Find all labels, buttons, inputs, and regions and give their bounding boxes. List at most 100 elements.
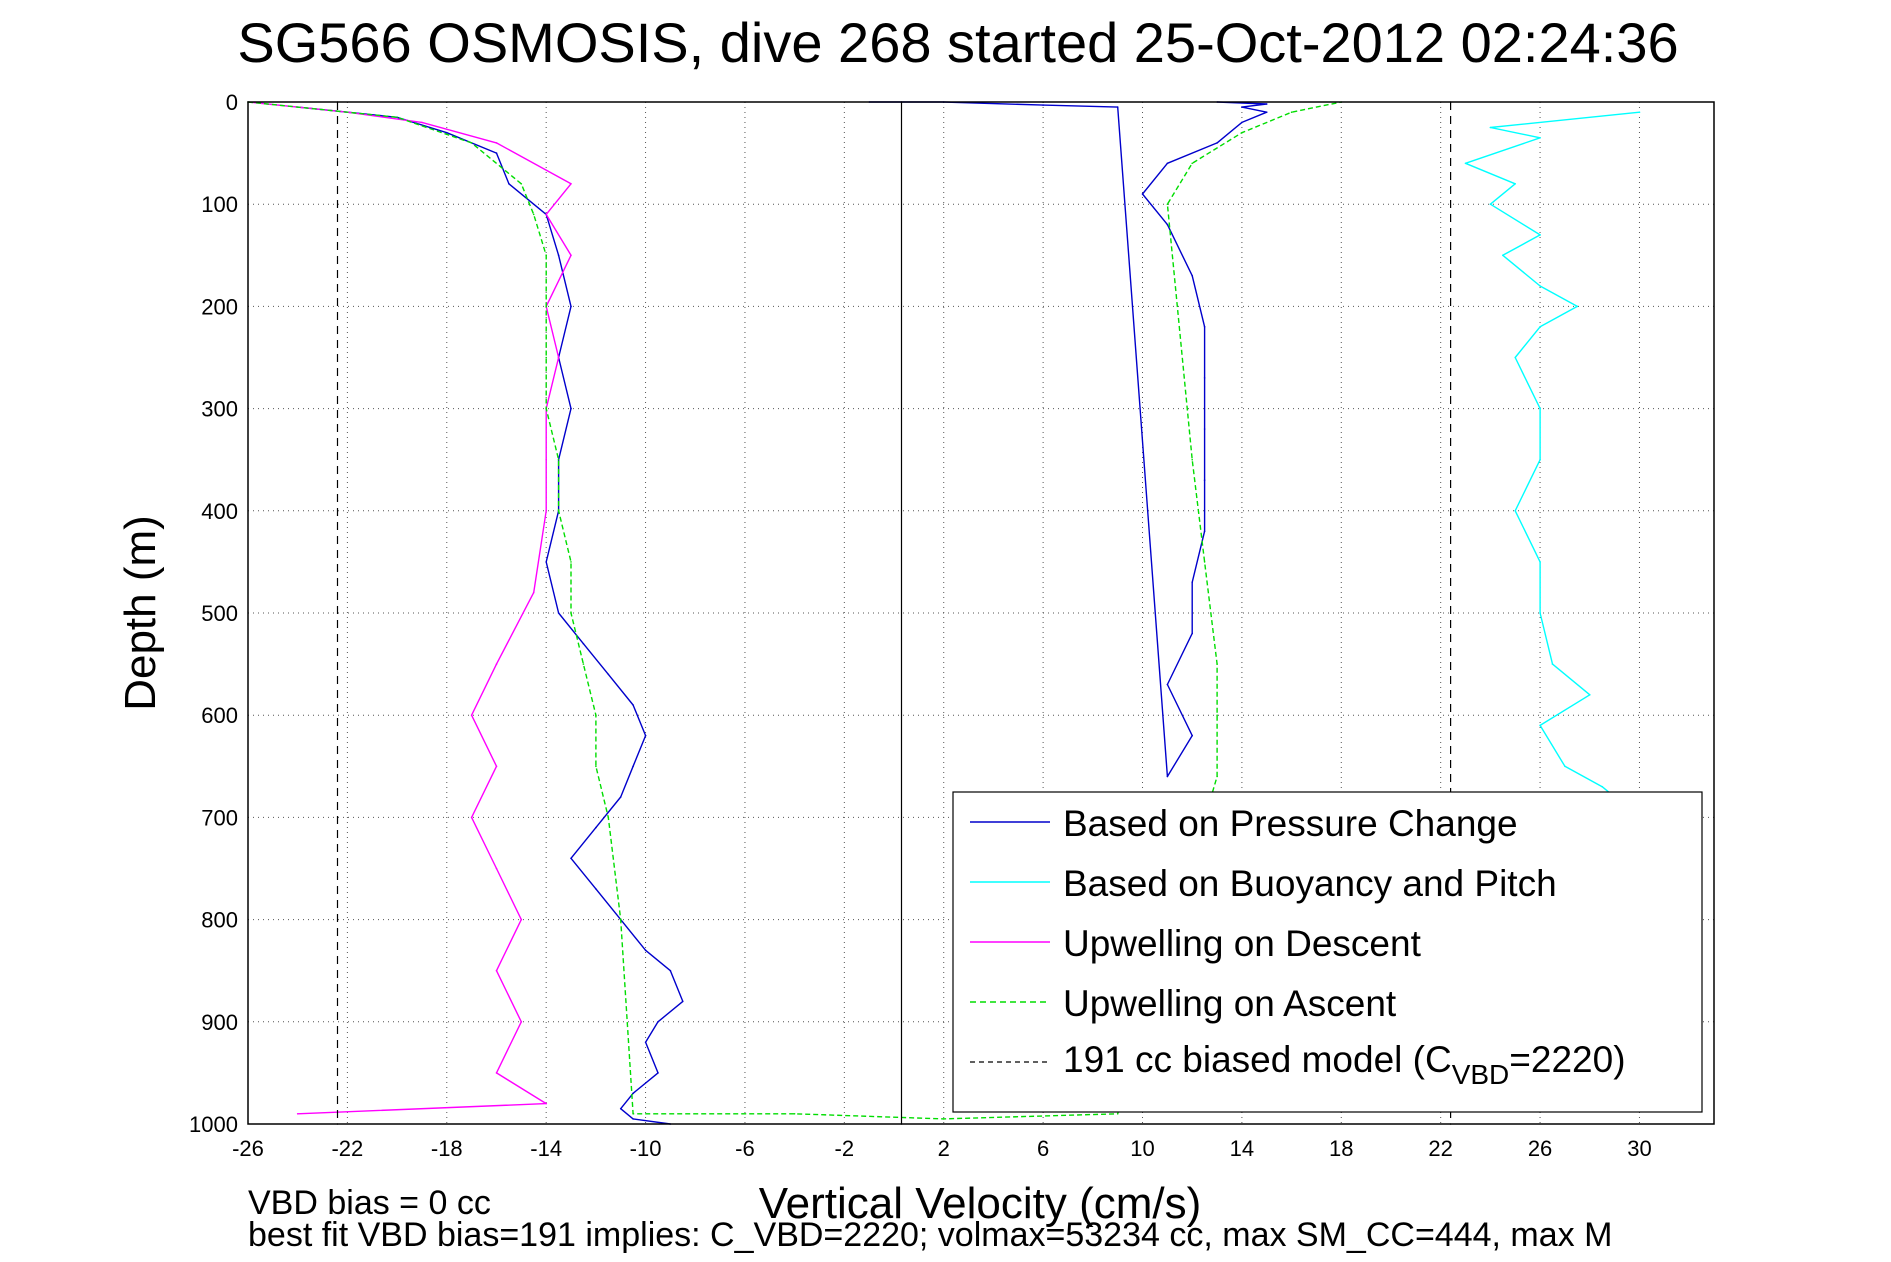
- x-tick-label: 18: [1329, 1136, 1353, 1161]
- data-point-upwelling-on-ascent: [595, 714, 597, 716]
- data-point-upwelling-on-descent: [470, 714, 473, 716]
- data-point-based-on-pressure-change: [1241, 121, 1243, 124]
- series-line-upwelling-on-ascent: [247, 101, 1342, 1120]
- data-point-based-on-buoyancy-and-pitch: [1539, 407, 1541, 410]
- x-axis-label: Vertical Velocity (cm/s): [759, 1179, 1202, 1228]
- data-point-based-on-buoyancy-and-pitch: [1514, 510, 1516, 512]
- data-point-upwelling-on-descent: [570, 183, 572, 185]
- data-point-based-on-buoyancy-and-pitch: [1638, 111, 1641, 113]
- vbd-bias-note: VBD bias = 0 cc: [248, 1184, 491, 1222]
- series-line-based-on-pressure-change: [297, 106, 684, 1125]
- data-point-upwelling-on-ascent: [545, 254, 547, 257]
- x-tick-label: 2: [938, 1136, 950, 1161]
- data-point-based-on-pressure-change: [1203, 377, 1206, 379]
- data-point-based-on-pressure-change: [1191, 734, 1193, 737]
- data-point-based-on-buoyancy-and-pitch: [1576, 305, 1579, 308]
- x-tick-label: -26: [232, 1136, 264, 1161]
- data-point-based-on-pressure-change: [657, 1072, 659, 1074]
- data-point-based-on-buoyancy-and-pitch: [1539, 724, 1541, 727]
- data-point-upwelling-on-ascent: [607, 816, 610, 819]
- data-point-upwelling-on-descent: [495, 663, 498, 665]
- legend-label-pressure: Based on Pressure Change: [1063, 803, 1518, 844]
- data-point-based-on-pressure-change: [644, 1041, 647, 1043]
- data-point-based-on-pressure-change: [1216, 142, 1218, 144]
- best-fit-note: best fit VBD bias=191 implies: C_VBD=222…: [248, 1216, 1612, 1254]
- data-point-based-on-pressure-change: [607, 673, 610, 676]
- data-point-upwelling-on-descent: [470, 816, 473, 819]
- y-tick-label: 200: [201, 294, 238, 319]
- x-tick-label: -2: [835, 1136, 855, 1161]
- data-point-based-on-buoyancy-and-pitch: [1539, 234, 1541, 236]
- x-tick-label: -18: [431, 1136, 463, 1161]
- data-point-upwelling-on-ascent: [1166, 203, 1169, 205]
- data-point-based-on-pressure-change: [1265, 103, 1268, 105]
- data-point-upwelling-on-descent: [495, 765, 498, 768]
- x-tick-label: 10: [1130, 1136, 1154, 1161]
- y-tick-label: 700: [201, 805, 238, 830]
- legend-label-ascent: Upwelling on Ascent: [1063, 983, 1397, 1024]
- y-tick-label: 500: [201, 601, 238, 626]
- x-tick-label: 22: [1428, 1136, 1452, 1161]
- data-point-upwelling-on-descent: [545, 1102, 547, 1105]
- x-tick-label: 26: [1528, 1136, 1552, 1161]
- data-point-based-on-pressure-change: [1241, 106, 1243, 108]
- data-point-upwelling-on-ascent: [582, 663, 585, 665]
- legend-label-buoyancy: Based on Buoyancy and Pitch: [1063, 863, 1557, 904]
- data-point-upwelling-on-ascent: [1116, 1113, 1119, 1115]
- data-point-based-on-pressure-change: [1166, 162, 1169, 165]
- data-point-upwelling-on-descent: [495, 142, 498, 144]
- data-point-based-on-pressure-change: [446, 131, 448, 134]
- plot-frame: [247, 101, 1715, 1125]
- data-point-based-on-pressure-change: [1203, 530, 1206, 532]
- x-tick-label: 6: [1037, 1136, 1049, 1161]
- data-point-based-on-pressure-change: [570, 407, 572, 410]
- data-point-based-on-pressure-change: [644, 949, 647, 952]
- data-point-based-on-pressure-change: [1203, 326, 1206, 328]
- data-point-upwelling-on-ascent: [545, 407, 547, 410]
- data-point-based-on-pressure-change: [669, 969, 672, 972]
- chart-title: SG566 OSMOSIS, dive 268 started 25-Oct-2…: [237, 11, 1678, 74]
- legend-label-model: 191 cc biased model (CVBD=2220): [1063, 1039, 1626, 1090]
- x-tick-label: 14: [1230, 1136, 1254, 1161]
- data-point-upwelling-on-ascent: [545, 305, 547, 308]
- data-point-based-on-pressure-change: [657, 1021, 659, 1023]
- data-point-upwelling-on-ascent: [396, 116, 398, 119]
- data-point-upwelling-on-ascent: [632, 1113, 634, 1115]
- legend: Based on Pressure Change Based on Buoyan…: [952, 791, 1703, 1113]
- data-point-upwelling-on-ascent: [570, 561, 572, 563]
- data-point-based-on-buoyancy-and-pitch: [1502, 254, 1504, 257]
- data-point-upwelling-on-descent: [296, 1113, 299, 1115]
- data-point-upwelling-on-ascent: [545, 356, 547, 359]
- x-tick-label: -10: [630, 1136, 662, 1161]
- data-point-based-on-buoyancy-and-pitch: [1464, 162, 1467, 165]
- data-point-upwelling-on-ascent: [1191, 162, 1193, 165]
- data-point-based-on-pressure-change: [557, 612, 560, 614]
- data-point-upwelling-on-ascent: [619, 918, 622, 921]
- data-point-upwelling-on-ascent: [1216, 663, 1218, 665]
- data-point-based-on-pressure-change: [682, 1000, 684, 1003]
- data-point-based-on-pressure-change: [632, 1092, 634, 1095]
- data-point-upwelling-on-descent: [545, 213, 547, 216]
- data-point-based-on-pressure-change: [557, 254, 560, 257]
- legend-label-descent: Upwelling on Descent: [1063, 923, 1422, 964]
- data-point-based-on-pressure-change: [508, 183, 510, 185]
- y-tick-label: 800: [201, 908, 238, 933]
- data-point-upwelling-on-descent: [495, 867, 498, 870]
- data-point-based-on-pressure-change: [1191, 632, 1193, 635]
- series-group: [247, 101, 1641, 1125]
- data-point-based-on-buoyancy-and-pitch: [1489, 203, 1492, 205]
- data-point-based-on-pressure-change: [632, 704, 634, 706]
- data-point-upwelling-on-descent: [495, 1072, 498, 1074]
- data-point-based-on-buoyancy-and-pitch: [1564, 765, 1566, 768]
- data-point-upwelling-on-ascent: [532, 213, 535, 216]
- data-point-based-on-buoyancy-and-pitch: [1539, 561, 1541, 563]
- data-point-based-on-buoyancy-and-pitch: [1551, 663, 1554, 665]
- data-point-upwelling-on-ascent: [1290, 111, 1293, 113]
- data-point-based-on-pressure-change: [1265, 111, 1268, 113]
- series-line-based-on-pressure-change: [869, 101, 1268, 778]
- data-point-based-on-buoyancy-and-pitch: [1539, 326, 1541, 328]
- x-tick-label: -14: [530, 1136, 562, 1161]
- data-point-based-on-pressure-change: [1166, 683, 1169, 686]
- legend-label-model-subscript: VBD: [1452, 1059, 1510, 1090]
